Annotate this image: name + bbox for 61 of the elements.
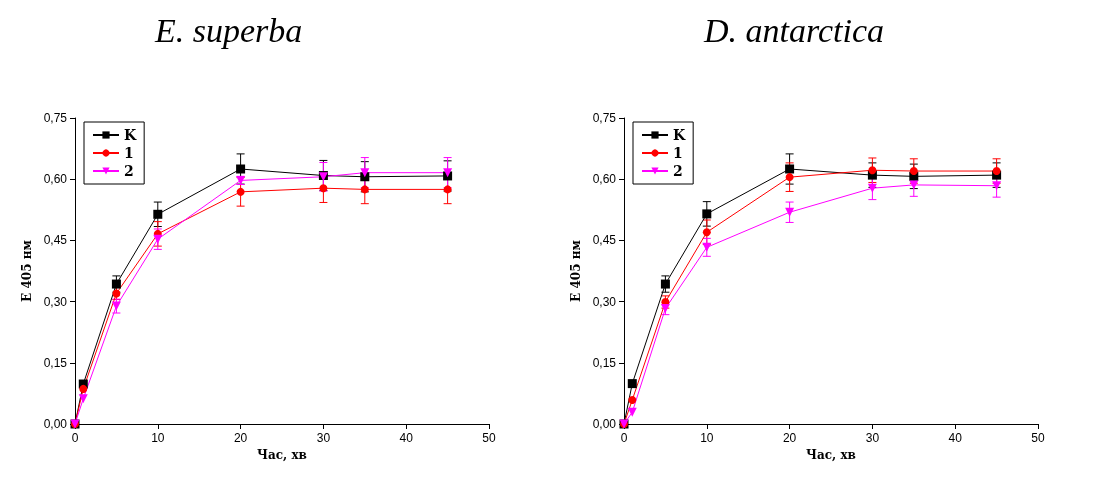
x-tick-label: 30 [865,431,880,445]
legend-label: K [673,127,686,143]
point [236,164,246,174]
y-tick-label: 0,60 [592,172,617,187]
y-tick-label: 0,30 [43,294,68,309]
point [628,395,637,404]
point [443,185,452,194]
point [360,168,370,178]
point [785,164,795,174]
point [785,173,794,182]
y-axis-title: E 405 нм [19,239,34,302]
y-axis-title: E 405 нм [568,239,583,302]
x-tick-label: 50 [1031,431,1045,445]
point [236,187,245,196]
point [360,185,369,194]
legend-label: 1 [673,145,683,161]
x-tick-label: 40 [399,431,414,445]
chart-title: D. antarctica [703,11,885,49]
point [867,183,877,193]
y-tick-label: 0,00 [592,417,617,431]
legend-label: 1 [124,145,134,161]
legend-label: 2 [673,163,683,179]
point [78,394,88,404]
x-axis-title: Час, хв [806,447,856,462]
y-tick-label: 0,75 [592,111,617,125]
y-tick-label: 0,75 [43,111,68,125]
y-tick-label: 0,15 [43,355,68,370]
y-tick-label: 0,15 [592,355,617,370]
point [111,279,121,289]
point [785,207,795,217]
x-tick-label: 20 [233,431,248,445]
x-axis-title: Час, хв [257,447,307,462]
point [153,209,163,219]
point [702,242,712,252]
y-tick-label: 0,00 [43,417,68,431]
point [909,167,918,176]
point [702,209,712,219]
x-tick-label: 0 [71,431,79,445]
y-tick-label: 0,45 [592,233,617,248]
point [992,181,1002,191]
point [319,184,328,193]
x-tick-label: 0 [620,431,628,445]
point [702,228,711,237]
point [992,167,1001,176]
x-tick-label: 50 [482,431,496,445]
x-tick-label: 20 [782,431,797,445]
y-tick-label: 0,60 [43,172,68,187]
x-tick-label: 10 [151,431,165,445]
x-tick-label: 40 [948,431,963,445]
point [660,279,670,289]
point [627,379,637,389]
point [909,180,919,190]
point [868,166,877,175]
y-tick-label: 0,30 [592,294,617,309]
y-tick-label: 0,45 [43,233,68,248]
legend-label: K [124,127,137,143]
chart-title: E. superba [154,11,303,49]
legend-label: 2 [124,163,134,179]
x-tick-label: 10 [700,431,714,445]
x-tick-label: 30 [316,431,331,445]
point [79,384,88,393]
